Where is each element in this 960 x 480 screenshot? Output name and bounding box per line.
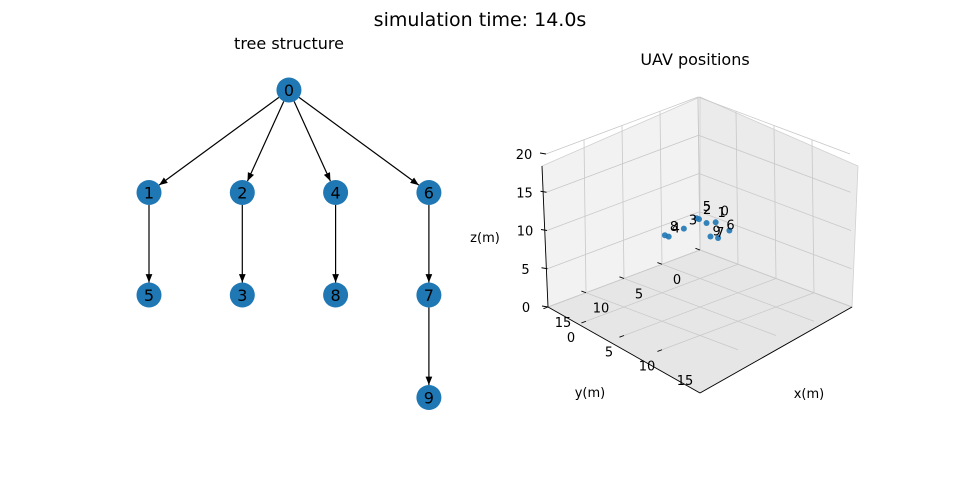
z-tick-mark-5 [541,267,548,270]
uav-label-4: 4 [672,222,680,237]
tree-edge-0-6 [298,96,420,186]
uav-label-0: 0 [721,204,729,219]
y-tick-mark-15 [581,290,587,294]
x-tick-15: 15 [677,374,694,389]
tree-nodes: 0 1 5 2 3 4 8 6 7 9 [136,77,442,410]
uav-point-9 [707,233,714,240]
tree-node-label-4: 4 [331,184,341,203]
tree-node-label-2: 2 [237,184,247,203]
z-tick-mark-10 [540,229,548,231]
x-axis-line [699,306,853,394]
grid-right-z-20 [697,96,851,155]
uav-point-1 [703,220,710,227]
z-tick-mark-20 [539,152,547,155]
x-tick-mark-15 [657,349,663,352]
uav-point-5 [693,215,700,222]
x-tick-0: 0 [567,331,575,346]
y-axis-line [547,306,701,394]
z-tick-5: 5 [521,263,529,278]
grid-left-z-5 [547,211,700,270]
z-tick-mark-15 [540,190,547,193]
figure-title: simulation time: 14.0s [374,9,587,31]
tree-node-label-9: 9 [424,389,434,408]
y-axis-label: y(m) [575,386,606,401]
z-tick-mark-0 [541,305,549,308]
x-tick-5: 5 [605,345,613,360]
y-tick-15: 15 [555,316,572,331]
tree-node-0 [276,77,302,103]
uav-label-7: 7 [716,226,724,241]
z-axis-line [541,165,549,308]
grid-right-z-0 [699,249,853,308]
uav-label-2: 2 [703,203,711,218]
tree-node-label-3: 3 [237,286,247,305]
y-tick-mark-10 [619,276,625,279]
x-tick-mark-0 [543,306,549,310]
grid-left-z-20 [545,96,699,155]
y-tick-mark-0 [695,247,701,251]
uav-label-1: 1 [718,206,726,221]
uav-label-9: 9 [712,225,720,240]
tree-edge-0-4 [293,101,331,182]
uav-point-0 [712,219,719,226]
tree-panel: tree structure 0 1 5 2 3 4 8 6 7 9 [136,34,442,410]
grid-floor-y-5 [661,263,815,322]
tree-node-3 [229,282,255,308]
uav-label-8: 8 [670,220,678,235]
tree-node-4 [323,180,349,205]
tree-node-label-1: 1 [144,184,154,203]
grid-left-z-15 [546,134,699,193]
tree-node-1 [136,180,162,205]
tree-node-8 [323,282,349,308]
x-tick-10: 10 [639,360,656,375]
tree-node-label-5: 5 [144,286,154,305]
x-axis-label: x(m) [794,387,825,402]
uav-label-3: 3 [689,214,697,229]
grid-lines [545,96,853,351]
uav-label-5: 5 [703,200,711,215]
z-tick-15: 15 [516,186,533,201]
uav-point-3 [680,225,687,232]
grid-left-z-10 [546,173,700,231]
y-tick-10: 10 [593,302,610,317]
tree-node-label-0: 0 [284,81,294,100]
tree-edge-0-2 [246,101,285,182]
grid-floor-y-10 [623,278,777,336]
y-tick-0: 0 [673,273,681,288]
grid-right-z-5 [699,211,852,270]
uav-point-8 [661,232,668,239]
tree-node-2 [229,180,255,205]
tree-node-label-6: 6 [424,184,434,203]
tree-node-label-8: 8 [331,286,341,305]
uav-point-7 [715,235,722,242]
tree-node-9 [416,385,442,410]
x-tick-mark-5 [581,320,587,324]
z-tick-20: 20 [516,148,533,163]
grid-right-z-15 [698,134,851,193]
z-tick-0: 0 [522,301,530,316]
uav-point-6 [726,227,733,234]
grid-right-z-10 [698,173,852,231]
y-tick-5: 5 [635,287,643,302]
x-tick-mark-10 [619,335,625,338]
uav-title: UAV positions [640,50,749,69]
tree-title: tree structure [234,34,344,53]
tree-edge-0-1 [158,96,280,186]
z-tick-10: 10 [517,225,534,240]
tree-node-5 [136,282,162,308]
uav-label-6: 6 [726,219,734,234]
tree-edges [145,96,433,385]
tree-node-label-7: 7 [424,286,434,305]
tree-node-6 [416,180,442,205]
y-tick-mark-5 [657,262,663,265]
grid-floor-y-15 [585,292,739,351]
z-axis-label: z(m) [470,231,500,246]
tree-node-7 [416,282,442,308]
